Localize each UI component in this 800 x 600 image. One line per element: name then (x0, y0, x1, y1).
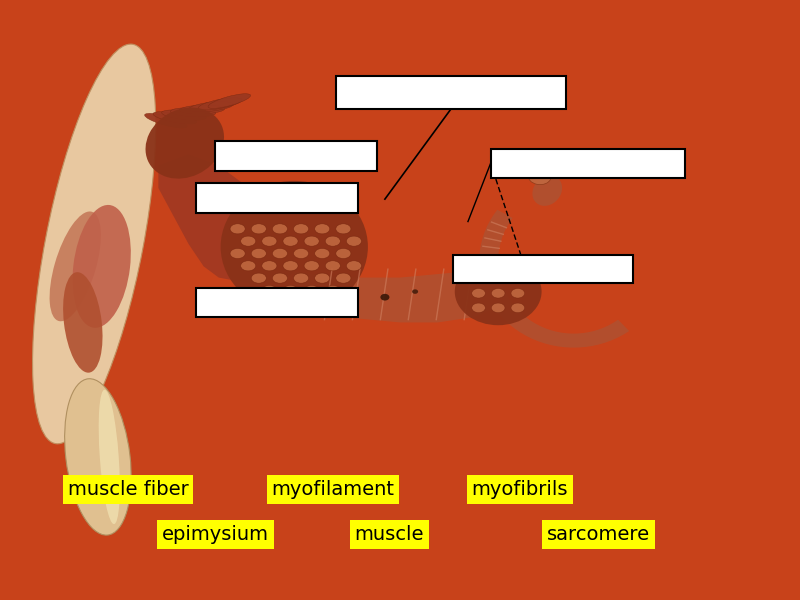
Polygon shape (479, 210, 629, 347)
Ellipse shape (208, 94, 250, 109)
Ellipse shape (336, 273, 351, 283)
Ellipse shape (529, 169, 551, 185)
Ellipse shape (304, 261, 319, 271)
Ellipse shape (511, 303, 525, 313)
Ellipse shape (346, 236, 362, 246)
Ellipse shape (283, 236, 298, 246)
Ellipse shape (272, 298, 287, 308)
Text: myofilament: myofilament (272, 480, 394, 499)
Ellipse shape (336, 224, 351, 234)
Ellipse shape (262, 236, 277, 246)
Ellipse shape (262, 286, 277, 296)
Ellipse shape (314, 273, 330, 283)
Ellipse shape (272, 224, 287, 234)
Ellipse shape (294, 273, 309, 283)
Text: muscle: muscle (354, 525, 424, 544)
Ellipse shape (145, 113, 187, 128)
Ellipse shape (33, 44, 156, 444)
Ellipse shape (336, 248, 351, 259)
Ellipse shape (314, 248, 330, 259)
Ellipse shape (532, 176, 562, 206)
Bar (490, 149, 686, 178)
Ellipse shape (63, 272, 102, 373)
Ellipse shape (230, 224, 245, 234)
Text: epimysium: epimysium (162, 525, 269, 544)
Ellipse shape (294, 298, 309, 308)
Ellipse shape (153, 112, 197, 124)
Ellipse shape (326, 261, 340, 271)
Ellipse shape (251, 273, 266, 283)
Text: sarcomere: sarcomere (547, 525, 650, 544)
Text: myofibrils: myofibrils (472, 480, 568, 499)
Ellipse shape (491, 303, 505, 313)
Text: muscle fiber: muscle fiber (68, 480, 189, 499)
Ellipse shape (491, 289, 505, 298)
Ellipse shape (326, 286, 340, 296)
Ellipse shape (304, 286, 319, 296)
Ellipse shape (230, 248, 245, 259)
Ellipse shape (179, 105, 225, 114)
Ellipse shape (326, 236, 340, 246)
Ellipse shape (170, 108, 216, 117)
Ellipse shape (272, 273, 287, 283)
Ellipse shape (50, 211, 101, 321)
Ellipse shape (472, 303, 486, 313)
Bar (196, 184, 358, 213)
Ellipse shape (73, 205, 131, 328)
Ellipse shape (294, 224, 309, 234)
Ellipse shape (189, 101, 234, 112)
Ellipse shape (511, 274, 525, 283)
Bar (453, 255, 633, 283)
Ellipse shape (412, 289, 418, 294)
Ellipse shape (472, 289, 486, 298)
Ellipse shape (491, 274, 505, 283)
Polygon shape (158, 154, 294, 283)
Bar (336, 76, 566, 109)
Bar (215, 142, 378, 171)
Ellipse shape (380, 294, 390, 301)
Ellipse shape (472, 274, 486, 283)
Bar (196, 287, 358, 317)
Ellipse shape (304, 236, 319, 246)
Ellipse shape (283, 286, 298, 296)
Ellipse shape (262, 261, 277, 271)
Ellipse shape (146, 107, 224, 179)
Ellipse shape (198, 98, 242, 110)
Ellipse shape (65, 379, 131, 535)
Ellipse shape (454, 258, 542, 325)
Ellipse shape (491, 259, 505, 269)
Ellipse shape (294, 248, 309, 259)
Ellipse shape (241, 261, 256, 271)
Ellipse shape (162, 110, 206, 120)
Ellipse shape (251, 248, 266, 259)
Ellipse shape (283, 261, 298, 271)
Polygon shape (294, 272, 498, 322)
Ellipse shape (98, 390, 120, 524)
Ellipse shape (241, 236, 256, 246)
Ellipse shape (251, 224, 266, 234)
Ellipse shape (346, 261, 362, 271)
Ellipse shape (221, 181, 368, 313)
Ellipse shape (314, 224, 330, 234)
Ellipse shape (511, 289, 525, 298)
Ellipse shape (272, 248, 287, 259)
